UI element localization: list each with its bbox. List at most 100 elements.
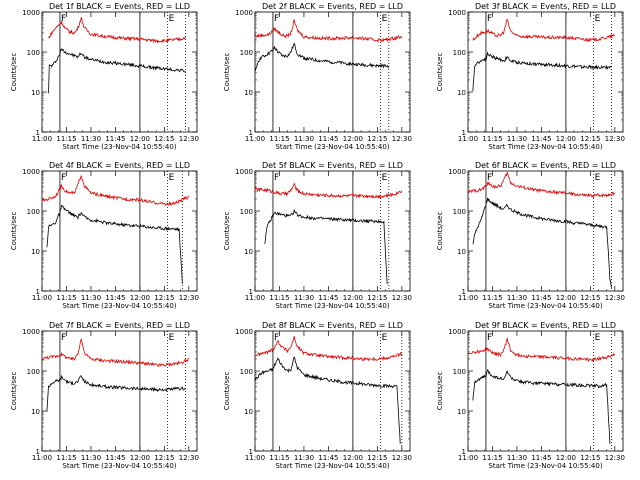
plot-frame bbox=[467, 170, 624, 292]
series-lld bbox=[48, 16, 186, 44]
y-tick-label: 100 bbox=[240, 368, 253, 376]
y-tick-label: 10 bbox=[244, 248, 253, 256]
plot-frame bbox=[467, 330, 624, 452]
y-tick-label: 1000 bbox=[22, 9, 40, 17]
y-tick-label: 10 bbox=[457, 408, 466, 416]
y-tick-label: 10 bbox=[31, 408, 40, 416]
panel-9: Det 9f BLACK = Events, RED = LLD 1 10 100 10… bbox=[436, 321, 625, 470]
x-tick-label: 12:00 bbox=[556, 294, 576, 302]
series-events bbox=[46, 204, 183, 285]
x-tick-label: 11:15 bbox=[482, 135, 502, 143]
marker-f: F bbox=[61, 14, 66, 24]
y-axis-label: Counts/sec bbox=[436, 212, 444, 251]
y-tick-label: 1000 bbox=[22, 328, 40, 336]
y-tick-label: 1 bbox=[36, 448, 40, 456]
x-tick-label: 12:00 bbox=[130, 454, 150, 462]
panel-4: Det 4f BLACK = Events, RED = LLD 1 10 100 10… bbox=[10, 161, 199, 310]
panel-6: Det 6f BLACK = Events, RED = LLD 1 10 100 10… bbox=[436, 161, 625, 310]
x-tick-label: 11:30 bbox=[81, 454, 101, 462]
x-axis-label: Start Time (23-Nov-04 10:55:40) bbox=[488, 462, 602, 470]
x-tick-label: 11:30 bbox=[294, 294, 314, 302]
x-tick-label: 12:15 bbox=[154, 294, 174, 302]
x-tick-label: 12:15 bbox=[367, 294, 387, 302]
y-tick-label: 1 bbox=[249, 448, 253, 456]
marker-f: F bbox=[61, 333, 66, 343]
panel-8: Det 8f BLACK = Events, RED = LLD 1 10 100 10… bbox=[223, 321, 412, 470]
x-tick-label: 12:00 bbox=[343, 294, 363, 302]
marker-e: E bbox=[169, 333, 175, 343]
x-tick-label: 11:15 bbox=[482, 454, 502, 462]
y-tick-label: 100 bbox=[240, 208, 253, 216]
x-axis-label: Start Time (23-Nov-04 10:55:40) bbox=[488, 302, 602, 310]
panel-title: Det 1f BLACK = Events, RED = LLD bbox=[49, 2, 190, 11]
x-tick-label: 11:15 bbox=[56, 294, 76, 302]
plot-frame bbox=[41, 330, 198, 452]
y-tick-label: 1 bbox=[36, 288, 40, 296]
series-lld bbox=[467, 336, 616, 363]
y-tick-label: 100 bbox=[27, 49, 40, 57]
marker-f: F bbox=[487, 14, 492, 24]
series-events bbox=[264, 209, 388, 285]
y-tick-label: 1000 bbox=[235, 168, 253, 176]
y-tick-label: 1 bbox=[249, 288, 253, 296]
panel-5: Det 5f BLACK = Events, RED = LLD 1 10 100 10… bbox=[223, 161, 412, 310]
x-tick-label: 12:15 bbox=[367, 135, 387, 143]
y-tick-label: 10 bbox=[244, 408, 253, 416]
x-tick-label: 12:30 bbox=[392, 454, 412, 462]
plot-frame bbox=[254, 170, 411, 292]
y-axis-label: Counts/sec bbox=[223, 53, 231, 92]
x-axis-label: Start Time (23-Nov-04 10:55:40) bbox=[488, 143, 602, 151]
panel-3: Det 3f BLACK = Events, RED = LLD 1 10 100 10… bbox=[436, 2, 625, 151]
x-tick-label: 12:00 bbox=[556, 454, 576, 462]
series-lld bbox=[41, 338, 190, 368]
x-tick-label: 11:45 bbox=[105, 454, 125, 462]
x-tick-label: 12:00 bbox=[343, 454, 363, 462]
x-tick-label: 11:00 bbox=[458, 454, 478, 462]
y-tick-label: 1000 bbox=[22, 168, 40, 176]
panel-7: Det 7f BLACK = Events, RED = LLD 1 10 100 10… bbox=[10, 321, 199, 470]
series-events bbox=[472, 197, 612, 288]
plot-frame bbox=[41, 11, 198, 133]
x-tick-label: 12:00 bbox=[556, 135, 576, 143]
x-tick-label: 12:30 bbox=[179, 294, 199, 302]
x-tick-label: 12:15 bbox=[367, 454, 387, 462]
x-tick-label: 11:00 bbox=[458, 294, 478, 302]
panel-title: Det 5f BLACK = Events, RED = LLD bbox=[262, 161, 403, 170]
marker-e: E bbox=[595, 173, 601, 183]
x-tick-label: 11:00 bbox=[245, 135, 265, 143]
series-lld bbox=[254, 182, 403, 199]
panel-title: Det 6f BLACK = Events, RED = LLD bbox=[475, 161, 616, 170]
x-tick-label: 11:30 bbox=[81, 135, 101, 143]
y-tick-label: 1 bbox=[462, 288, 466, 296]
series-lld bbox=[472, 18, 616, 43]
x-tick-label: 12:15 bbox=[580, 294, 600, 302]
y-axis-label: Counts/sec bbox=[436, 53, 444, 92]
plot-frame bbox=[467, 11, 624, 133]
panel-title: Det 4f BLACK = Events, RED = LLD bbox=[49, 161, 190, 170]
y-tick-label: 100 bbox=[453, 368, 466, 376]
x-tick-label: 11:30 bbox=[507, 454, 527, 462]
x-tick-label: 11:45 bbox=[318, 135, 338, 143]
y-tick-label: 1000 bbox=[448, 328, 466, 336]
x-tick-label: 12:00 bbox=[130, 294, 150, 302]
x-axis-label: Start Time (23-Nov-04 10:55:40) bbox=[62, 462, 176, 470]
x-tick-label: 12:30 bbox=[179, 454, 199, 462]
x-tick-label: 12:15 bbox=[580, 454, 600, 462]
series-events bbox=[254, 356, 401, 445]
plot-frame bbox=[254, 330, 411, 452]
x-tick-label: 11:45 bbox=[318, 294, 338, 302]
x-tick-label: 11:30 bbox=[507, 294, 527, 302]
x-tick-label: 12:30 bbox=[605, 294, 625, 302]
x-tick-label: 11:45 bbox=[531, 454, 551, 462]
x-tick-label: 11:45 bbox=[318, 454, 338, 462]
y-tick-label: 1 bbox=[462, 448, 466, 456]
x-tick-label: 11:15 bbox=[269, 454, 289, 462]
series-events bbox=[254, 42, 390, 72]
y-tick-label: 1 bbox=[249, 129, 253, 137]
panel-title: Det 8f BLACK = Events, RED = LLD bbox=[262, 321, 403, 330]
x-axis-label: Start Time (23-Nov-04 10:55:40) bbox=[275, 462, 389, 470]
x-tick-label: 11:15 bbox=[56, 135, 76, 143]
plot-frame bbox=[254, 11, 411, 133]
marker-f: F bbox=[487, 173, 492, 183]
